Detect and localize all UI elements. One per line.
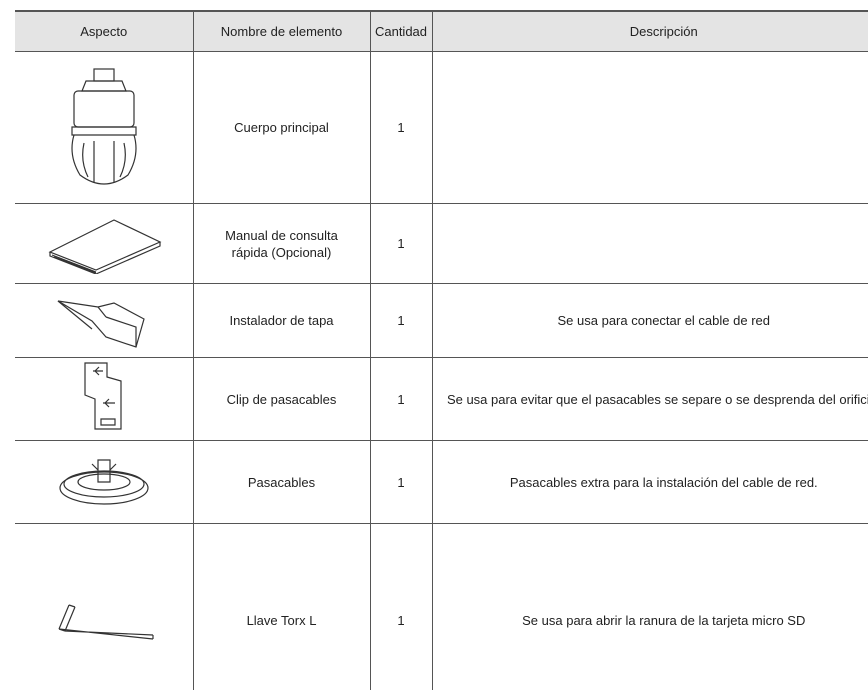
item-image: [15, 51, 193, 204]
item-description: Se usa para evitar que el pasacables se …: [431, 357, 868, 441]
item-image: [15, 523, 193, 690]
column-header: Descripción: [431, 10, 868, 52]
item-quantity: 1: [369, 440, 432, 524]
item-quantity: 1: [369, 523, 432, 690]
item-name: Instalador de tapa: [192, 283, 370, 358]
column-header: Aspecto: [15, 10, 193, 52]
item-description: Se usa para conectar el cable de red: [431, 283, 868, 358]
item-quantity: 1: [369, 203, 432, 284]
column-header: Cantidad: [369, 10, 432, 52]
components-table: Aspecto Nombre de elemento Cantidad Descrip…: [15, 10, 868, 690]
table-row: Manual de consulta rápida (Opcional) 1: [15, 203, 868, 284]
item-quantity: 1: [369, 357, 432, 441]
item-quantity: 1: [369, 51, 432, 204]
item-description: [431, 51, 868, 204]
item-name: Manual de consulta rápida (Opcional): [192, 203, 370, 284]
table-row: Llave Torx L 1 Se usa para abrir la ranura…: [15, 523, 868, 690]
table-row: Clip de pasacables 1 Se usa para evitar qu…: [15, 357, 868, 441]
item-image: [15, 357, 193, 441]
header-row: Aspecto Nombre de elemento Cantidad Descrip…: [15, 10, 868, 52]
table-row: Pasacables 1 Pasacables extra para la inst…: [15, 440, 868, 524]
item-name: Clip de pasacables: [192, 357, 370, 441]
table-row: Instalador de tapa 1 Se usa para conectar …: [15, 283, 868, 358]
item-description: Se usa para abrir la ranura de la tarjet…: [431, 523, 868, 690]
column-header: Nombre de elemento: [192, 10, 370, 52]
item-description: Pasacables extra para la instalación del…: [431, 440, 868, 524]
item-image: [15, 203, 193, 284]
item-name: Pasacables: [192, 440, 370, 524]
item-image: [15, 283, 193, 358]
item-quantity: 1: [369, 283, 432, 358]
item-description: [431, 203, 868, 284]
table-row: Cuerpo principal 1: [15, 51, 868, 204]
item-image: [15, 440, 193, 524]
item-name: Llave Torx L: [192, 523, 370, 690]
item-name: Cuerpo principal: [192, 51, 370, 204]
